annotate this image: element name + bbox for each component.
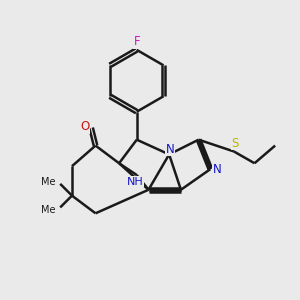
Text: O: O [80, 120, 89, 133]
Text: Me: Me [41, 205, 56, 215]
Text: N: N [212, 163, 221, 176]
Text: NH: NH [127, 176, 144, 187]
Text: S: S [232, 137, 239, 150]
Text: Me: Me [41, 176, 56, 187]
Text: N: N [166, 142, 175, 156]
Text: F: F [134, 35, 140, 48]
